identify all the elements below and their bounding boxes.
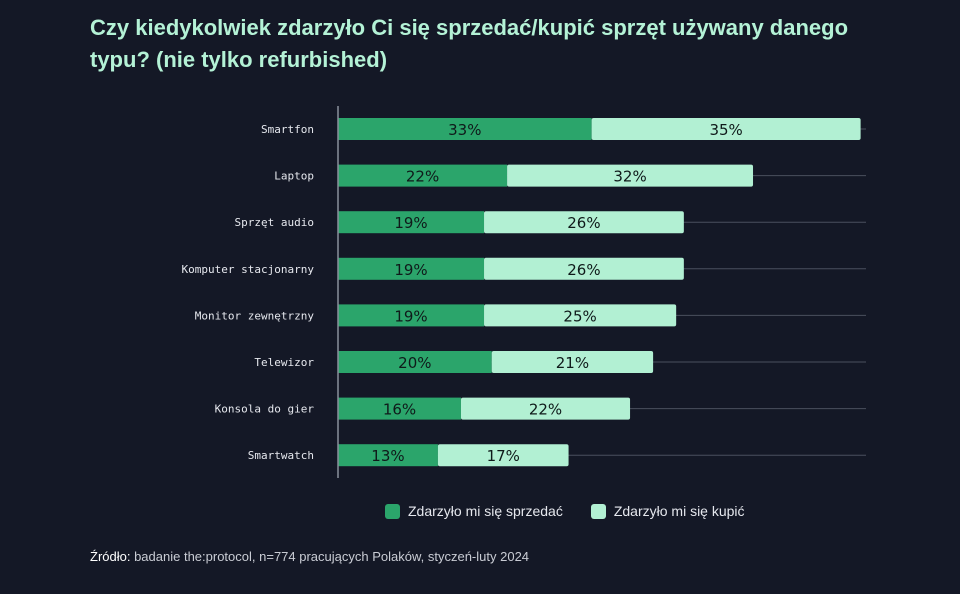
category-label: Sprzęt audio [235,216,314,229]
data-label: 26% [567,261,600,279]
data-label: 26% [567,214,600,232]
bar-bought [484,304,677,327]
data-label: 22% [529,401,562,419]
bar-sold [338,304,485,327]
category-label: Telewizor [254,356,314,369]
category-label: Komputer stacjonarny [182,263,315,276]
data-label: 19% [394,214,427,232]
data-label: 33% [448,121,481,139]
data-label: 22% [406,168,439,186]
bar-bought [507,164,754,187]
bar-bought [484,257,684,280]
legend-item-sold: Zdarzyło mi się sprzedać [385,503,563,519]
category-label: Smartwatch [248,449,314,462]
legend-label-bought: Zdarzyło mi się kupić [613,503,745,519]
data-label: 35% [709,121,742,139]
data-label: 17% [487,447,520,465]
category-label: Konsola do gier [215,403,315,416]
data-label: 19% [394,261,427,279]
bar-bought [460,397,631,420]
bar-sold [338,351,492,373]
bar-sold [338,118,592,140]
legend: Zdarzyło mi się sprzedać Zdarzyło mi się… [385,503,745,519]
source-text: badanie the:protocol, n=774 pracujących … [130,549,530,564]
category-label: Monitor zewnętrzny [195,309,315,322]
bar-bought [484,211,684,234]
bar-sold [338,397,461,420]
chart-title: Czy kiedykolwiek zdarzyło Ci się sprzeda… [90,15,849,72]
legend-swatch-bought [590,503,606,519]
legend-item-bought: Zdarzyło mi się kupić [590,503,745,519]
data-label: 21% [556,354,589,372]
bar-bought [437,444,569,467]
bar-bought [591,118,861,140]
bar-sold [338,164,508,187]
source-note: Źródło: badanie the:protocol, n=774 prac… [90,549,529,564]
data-label: 25% [563,307,596,325]
data-label: 32% [613,168,646,186]
legend-swatch-sold [385,503,400,519]
legend-label-sold: Zdarzyło mi się sprzedać [408,503,563,519]
category-label: Smartfon [261,123,314,136]
data-label: 13% [371,447,404,465]
category-label: Laptop [274,170,314,183]
bar-sold [338,444,438,467]
bar-sold [338,257,485,280]
data-label: 16% [383,401,416,419]
data-label: 19% [394,307,427,325]
bar-bought [491,351,654,373]
data-label: 20% [398,354,431,372]
bar-sold [338,211,485,234]
source-label: Źródło: [90,549,131,564]
